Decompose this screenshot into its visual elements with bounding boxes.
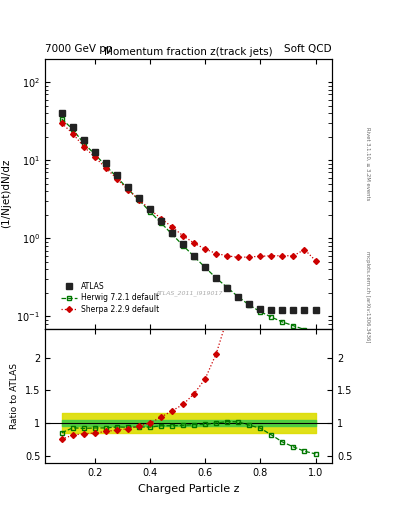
Text: ATLAS_2011_I919017: ATLAS_2011_I919017 bbox=[155, 290, 222, 296]
Text: 7000 GeV pp: 7000 GeV pp bbox=[45, 44, 113, 54]
X-axis label: Charged Particle z: Charged Particle z bbox=[138, 484, 239, 494]
Text: Soft QCD: Soft QCD bbox=[285, 44, 332, 54]
Text: mcplots.cern.ch [arXiv:1306.3436]: mcplots.cern.ch [arXiv:1306.3436] bbox=[365, 251, 370, 343]
Y-axis label: Ratio to ATLAS: Ratio to ATLAS bbox=[10, 363, 19, 429]
Y-axis label: (1/Njet)dN/dz: (1/Njet)dN/dz bbox=[1, 159, 11, 228]
Title: Momentum fraction z(track jets): Momentum fraction z(track jets) bbox=[104, 47, 273, 57]
Legend: ATLAS, Herwig 7.2.1 default, Sherpa 2.2.9 default: ATLAS, Herwig 7.2.1 default, Sherpa 2.2.… bbox=[58, 279, 162, 316]
Text: Rivet 3.1.10, ≥ 3.2M events: Rivet 3.1.10, ≥ 3.2M events bbox=[365, 127, 370, 201]
